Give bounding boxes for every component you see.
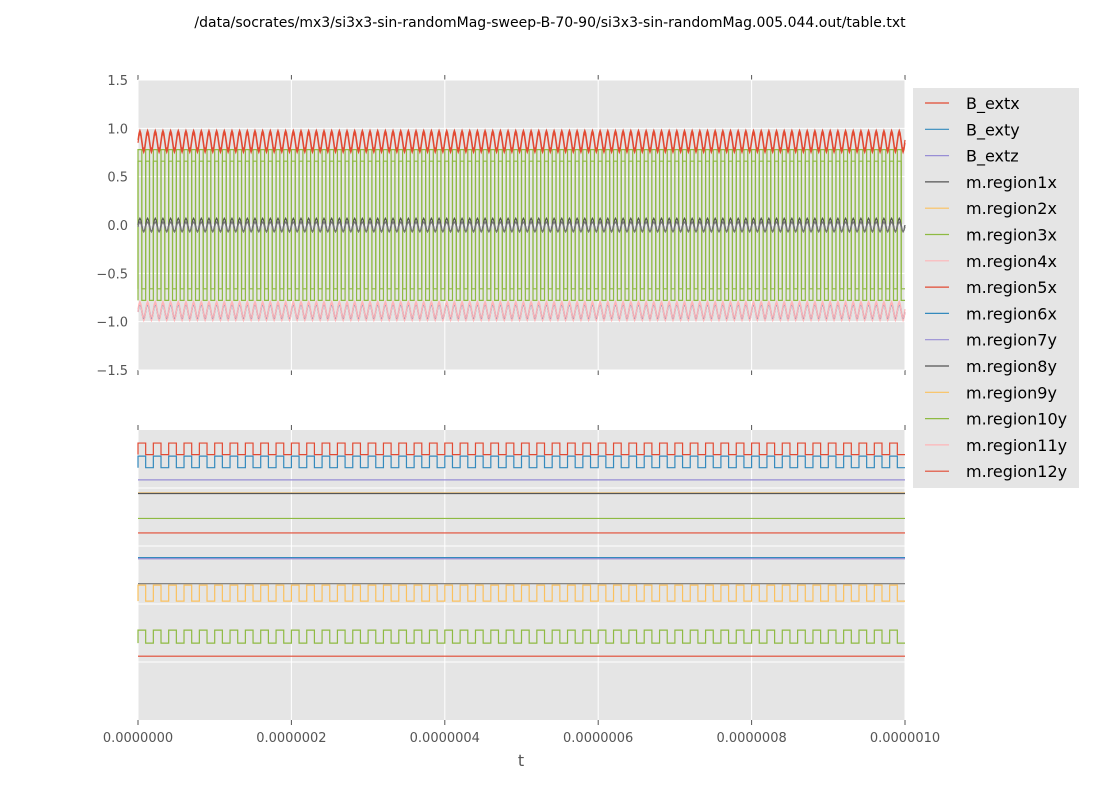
legend-label: m.region7y xyxy=(966,331,1057,350)
y-tick-label: −1.5 xyxy=(96,364,128,379)
top-series-group xyxy=(137,128,906,323)
legend: B_extx B_exty B_extz m.region1x m.region2x m.… xyxy=(913,88,1079,488)
legend-label: m.region1x xyxy=(966,173,1057,192)
x-tick-label: 0.0000006 xyxy=(563,731,633,746)
figure-title: /data/socrates/mx3/si3x3-sin-randomMag-s… xyxy=(194,15,906,31)
y-tick-label: 1.5 xyxy=(107,74,128,89)
top-panel: −1.5 −1.0 −0.5 0.0 0.5 1.0 1.5 xyxy=(96,74,906,379)
series-line-m.region10y xyxy=(137,629,905,644)
legend-label: m.region12y xyxy=(966,462,1067,481)
bottom-grid xyxy=(137,425,906,725)
legend-label: m.region5x xyxy=(966,278,1057,297)
bottom-plot-area xyxy=(138,430,905,720)
bottom-x-axis: 0.0000000 0.0000002 0.0000004 0.0000006 0.00… xyxy=(103,731,940,746)
x-axis-label: t xyxy=(518,751,524,770)
y-tick-label: 0.0 xyxy=(107,219,128,234)
x-tick-label: 0.0000010 xyxy=(870,731,940,746)
x-tick-label: 0.0000008 xyxy=(716,731,786,746)
legend-label: m.region11y xyxy=(966,436,1067,455)
series-line-m.region11y xyxy=(137,301,906,323)
x-tick-label: 0.0000000 xyxy=(103,731,173,746)
series-line-m.region5x xyxy=(137,131,906,155)
legend-label: m.region10y xyxy=(966,410,1067,429)
x-tick-label: 0.0000002 xyxy=(256,731,326,746)
legend-label: m.region4x xyxy=(966,252,1057,271)
legend-label: m.region8y xyxy=(966,357,1057,376)
bottom-series-group xyxy=(137,442,905,657)
series-line-B_exty xyxy=(137,455,905,469)
top-y-axis: −1.5 −1.0 −0.5 0.0 0.5 1.0 1.5 xyxy=(96,74,128,379)
bottom-panel: 0.0000000 0.0000002 0.0000004 0.0000006 0.00… xyxy=(103,425,940,746)
y-tick-label: 1.0 xyxy=(107,122,128,137)
legend-label: m.region2x xyxy=(966,199,1057,218)
legend-label: B_exty xyxy=(966,120,1020,140)
legend-label: m.region9y xyxy=(966,383,1057,402)
legend-label: B_extx xyxy=(966,94,1020,114)
y-tick-label: −1.0 xyxy=(96,316,128,331)
series-line-m.region8y xyxy=(137,221,906,233)
legend-label: B_extz xyxy=(966,147,1019,167)
legend-label: m.region3x xyxy=(966,226,1057,245)
legend-box xyxy=(913,88,1079,488)
legend-entries: B_extx B_exty B_extz m.region1x m.region2x m.… xyxy=(925,94,1067,481)
series-line-m.region12y xyxy=(137,442,905,456)
y-tick-label: −0.5 xyxy=(96,267,128,282)
legend-label: m.region6x xyxy=(966,304,1057,323)
series-line-m.region9y xyxy=(137,584,905,602)
y-tick-label: 0.5 xyxy=(107,171,128,186)
series-line-m.region10y xyxy=(137,160,905,290)
x-tick-label: 0.0000004 xyxy=(410,731,480,746)
